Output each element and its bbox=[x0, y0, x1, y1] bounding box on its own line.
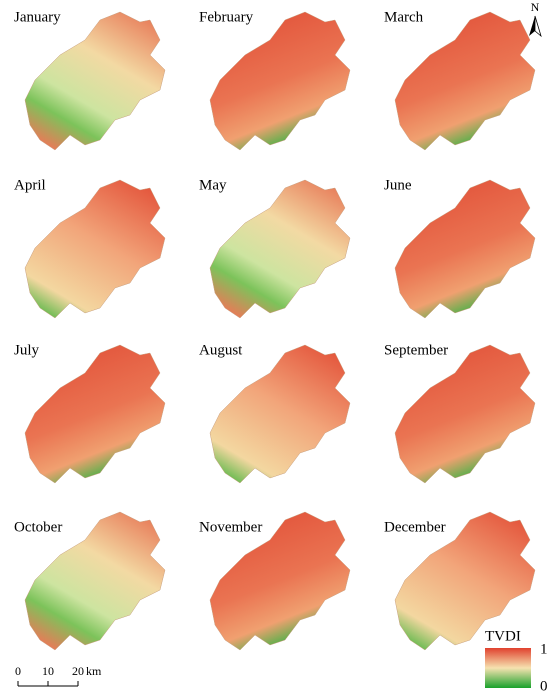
scale-tick: 20 bbox=[72, 664, 84, 678]
scale-bar: 0 10 20 km bbox=[15, 664, 102, 687]
map-panel: February bbox=[199, 9, 351, 151]
month-label: March bbox=[384, 9, 424, 25]
month-label: September bbox=[384, 342, 448, 358]
map-panel: July bbox=[14, 342, 166, 484]
north-label: N bbox=[531, 0, 540, 14]
region-shape bbox=[209, 11, 351, 151]
month-label: August bbox=[199, 342, 243, 358]
map-panel: August bbox=[199, 342, 351, 484]
region-shape bbox=[24, 179, 166, 319]
map-panel: June bbox=[384, 177, 536, 319]
map-panel: April bbox=[14, 177, 166, 319]
map-panel: January bbox=[14, 9, 166, 151]
region-shape bbox=[24, 11, 166, 151]
region-shape bbox=[209, 179, 351, 319]
map-panel: November bbox=[199, 511, 351, 651]
legend-bar bbox=[485, 648, 531, 688]
scale-bar-line bbox=[17, 681, 79, 687]
scale-tick: 0 bbox=[15, 664, 21, 678]
north-arrow-left bbox=[529, 16, 535, 36]
month-label: May bbox=[199, 177, 227, 193]
map-panel: December bbox=[384, 511, 536, 651]
month-label: January bbox=[14, 9, 61, 25]
panels: January February March April May June July Augu… bbox=[14, 9, 536, 651]
month-label: October bbox=[14, 519, 62, 535]
region-shape bbox=[394, 179, 536, 319]
month-label: April bbox=[14, 177, 46, 193]
region-shape bbox=[24, 344, 166, 484]
north-arrow-right bbox=[534, 15, 542, 38]
map-panel: October bbox=[14, 511, 166, 651]
month-label: February bbox=[199, 9, 254, 25]
legend: TVDI 1 0 bbox=[485, 628, 548, 694]
region-shape bbox=[394, 11, 536, 151]
map-panel: September bbox=[384, 342, 536, 484]
map-panel: May bbox=[199, 177, 351, 319]
legend-max: 1 bbox=[540, 641, 548, 657]
legend-title: TVDI bbox=[485, 628, 521, 644]
scale-tick: 10 bbox=[42, 664, 54, 678]
scale-unit: km bbox=[86, 664, 102, 678]
north-arrow: N bbox=[529, 0, 542, 38]
map-panel: March bbox=[384, 9, 536, 151]
month-label: June bbox=[384, 177, 412, 193]
month-label: November bbox=[199, 519, 262, 535]
month-label: July bbox=[14, 342, 40, 358]
month-label: December bbox=[384, 519, 446, 535]
legend-min: 0 bbox=[540, 678, 548, 694]
region-shape bbox=[209, 344, 351, 484]
region-shape bbox=[394, 344, 536, 484]
